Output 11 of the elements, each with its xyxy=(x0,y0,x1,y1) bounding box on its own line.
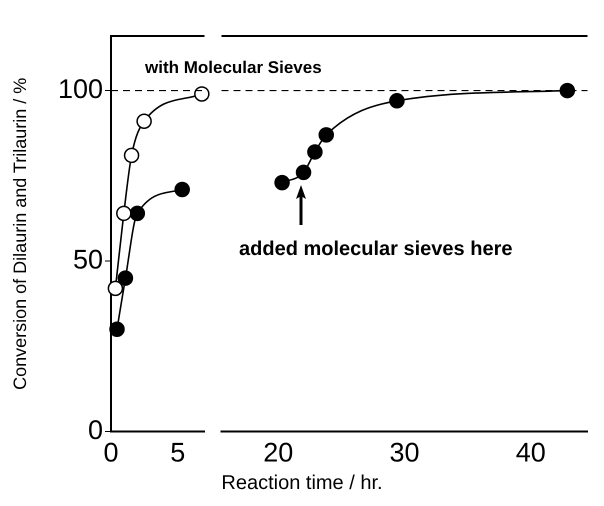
x-tick-label: 5 xyxy=(170,437,186,468)
series-label: with Molecular Sieves xyxy=(145,58,322,78)
annotation: added molecular sieves here xyxy=(239,238,512,260)
x-axis-title: Reaction time / hr. xyxy=(220,472,384,495)
x-tick-label: 30 xyxy=(389,437,420,468)
y-tick-label: 0 xyxy=(88,415,103,446)
x-tick-label: 20 xyxy=(263,437,294,468)
y-axis-title: Conversion of Dilaurin and Trilaurin / % xyxy=(10,78,30,390)
y-tick-label: 100 xyxy=(58,74,103,104)
y-tick-label: 50 xyxy=(72,244,103,275)
x-tick-label: 40 xyxy=(516,437,546,468)
